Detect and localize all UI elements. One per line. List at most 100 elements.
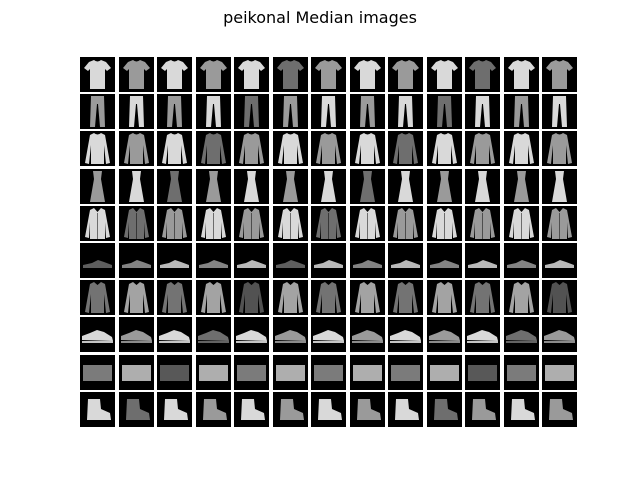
thumbnail-shirt (234, 280, 269, 315)
thumbnail-dress (427, 169, 462, 204)
thumbnail-tshirt-top (119, 57, 154, 92)
thumbnail-tshirt-top (196, 57, 231, 92)
thumbnail-sneaker (273, 317, 308, 352)
thumbnail-trouser (119, 94, 154, 129)
thumbnail-trouser (157, 94, 192, 129)
thumbnail-pullover (388, 131, 423, 166)
thumbnail-ankle-boot (196, 392, 231, 427)
thumbnail-dress (119, 169, 154, 204)
thumbnail-pullover (542, 131, 577, 166)
thumbnail-sneaker (234, 317, 269, 352)
thumbnail-bag (157, 355, 192, 390)
thumbnail-sandal (234, 243, 269, 278)
thumbnail-bag (542, 355, 577, 390)
thumbnail-ankle-boot (311, 392, 346, 427)
thumbnail-ankle-boot (80, 392, 115, 427)
thumbnail-dress (196, 169, 231, 204)
thumbnail-tshirt-top (234, 57, 269, 92)
thumbnail-bag (196, 355, 231, 390)
thumbnail-sandal (119, 243, 154, 278)
thumbnail-pullover (311, 131, 346, 166)
thumbnail-ankle-boot (350, 392, 385, 427)
thumbnail-sneaker (388, 317, 423, 352)
thumbnail-dress (465, 169, 500, 204)
thumbnail-coat (196, 206, 231, 241)
thumbnail-sandal (504, 243, 539, 278)
thumbnail-tshirt-top (157, 57, 192, 92)
thumbnail-tshirt-top (542, 57, 577, 92)
thumbnail-tshirt-top (273, 57, 308, 92)
thumbnail-trouser (504, 94, 539, 129)
thumbnail-dress (157, 169, 192, 204)
thumbnail-sandal (388, 243, 423, 278)
thumbnail-coat (311, 206, 346, 241)
thumbnail-ankle-boot (273, 392, 308, 427)
thumbnail-trouser (542, 94, 577, 129)
thumbnail-shirt (311, 280, 346, 315)
thumbnail-sneaker (427, 317, 462, 352)
thumbnail-sneaker (157, 317, 192, 352)
thumbnail-shirt (157, 280, 192, 315)
thumbnail-shirt (388, 280, 423, 315)
thumbnail-ankle-boot (504, 392, 539, 427)
thumbnail-sneaker (465, 317, 500, 352)
thumbnail-tshirt-top (427, 57, 462, 92)
thumbnail-trouser (196, 94, 231, 129)
thumbnail-trouser (311, 94, 346, 129)
thumbnail-bag (427, 355, 462, 390)
thumbnail-trouser (350, 94, 385, 129)
thumbnail-sandal (350, 243, 385, 278)
thumbnail-dress (388, 169, 423, 204)
thumbnail-dress (504, 169, 539, 204)
thumbnail-shirt (80, 280, 115, 315)
thumbnail-dress (234, 169, 269, 204)
thumbnail-pullover (350, 131, 385, 166)
thumbnail-tshirt-top (311, 57, 346, 92)
thumbnail-tshirt-top (388, 57, 423, 92)
thumbnail-tshirt-top (350, 57, 385, 92)
thumbnail-pullover (80, 131, 115, 166)
thumbnail-coat (234, 206, 269, 241)
thumbnail-coat (350, 206, 385, 241)
thumbnail-sandal (157, 243, 192, 278)
thumbnail-sneaker (311, 317, 346, 352)
thumbnail-sneaker (542, 317, 577, 352)
thumbnail-trouser (388, 94, 423, 129)
thumbnail-sneaker (196, 317, 231, 352)
thumbnail-bag (273, 355, 308, 390)
thumbnail-pullover (465, 131, 500, 166)
thumbnail-bag (388, 355, 423, 390)
thumbnail-coat (80, 206, 115, 241)
thumbnail-trouser (465, 94, 500, 129)
thumbnail-coat (427, 206, 462, 241)
thumbnail-pullover (504, 131, 539, 166)
thumbnail-trouser (80, 94, 115, 129)
thumbnail-coat (157, 206, 192, 241)
thumbnail-sandal (427, 243, 462, 278)
thumbnail-bag (504, 355, 539, 390)
thumbnail-pullover (273, 131, 308, 166)
thumbnail-coat (504, 206, 539, 241)
thumbnail-pullover (196, 131, 231, 166)
thumbnail-coat (273, 206, 308, 241)
thumbnail-shirt (196, 280, 231, 315)
thumbnail-bag (465, 355, 500, 390)
thumbnail-shirt (504, 280, 539, 315)
thumbnail-trouser (234, 94, 269, 129)
thumbnail-pullover (427, 131, 462, 166)
thumbnail-dress (273, 169, 308, 204)
thumbnail-coat (542, 206, 577, 241)
figure-title: peikonal Median images (223, 8, 417, 27)
thumbnail-shirt (350, 280, 385, 315)
thumbnail-sandal (311, 243, 346, 278)
thumbnail-dress (350, 169, 385, 204)
thumbnail-shirt (119, 280, 154, 315)
thumbnail-sandal (542, 243, 577, 278)
thumbnail-sneaker (80, 317, 115, 352)
thumbnail-pullover (234, 131, 269, 166)
thumbnail-trouser (273, 94, 308, 129)
thumbnail-ankle-boot (427, 392, 462, 427)
thumbnail-shirt (273, 280, 308, 315)
thumbnail-coat (119, 206, 154, 241)
thumbnail-coat (465, 206, 500, 241)
